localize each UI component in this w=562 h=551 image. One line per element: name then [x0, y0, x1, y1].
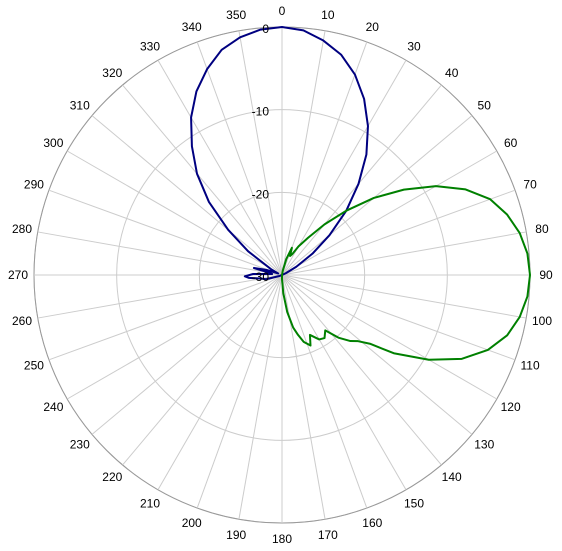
angle-tick-label: 50: [478, 98, 492, 112]
angle-tick-label: 80: [535, 222, 549, 236]
angular-grid-line: [37, 231, 283, 276]
angle-tick-label: 200: [182, 516, 202, 530]
angular-grid-line: [91, 115, 283, 276]
angular-grid-line: [281, 84, 442, 276]
axis-labels: 0 10 20 30 40 50 60 70 80 90 100 110 120 130 140 150 160…: [8, 4, 553, 546]
angle-tick-label: 260: [12, 314, 32, 328]
angular-grid-line: [281, 231, 527, 276]
series-line-1: [190, 26, 369, 281]
angle-tick-label: 90: [539, 268, 553, 282]
angular-grid-line: [281, 274, 442, 466]
plot-area: [190, 26, 531, 361]
angular-grid-line: [281, 115, 473, 276]
angle-tick-label: 60: [504, 136, 518, 150]
angle-tick-label: 340: [182, 20, 202, 34]
angle-tick-label: 230: [70, 438, 90, 452]
angular-grid-line: [281, 274, 527, 319]
angle-tick-label: 40: [445, 66, 459, 80]
angle-tick-label: 300: [43, 136, 63, 150]
angle-tick-label: 0: [279, 4, 286, 18]
angle-tick-label: 320: [102, 66, 122, 80]
series-line-2: [281, 185, 531, 361]
angular-grid-line: [157, 59, 283, 276]
angle-tick-label: 270: [8, 268, 28, 282]
angular-grid-line: [122, 274, 283, 466]
angular-grid-line: [238, 274, 283, 520]
angular-grid-line: [281, 274, 473, 435]
angle-tick-label: 350: [226, 8, 246, 22]
angular-grid-line: [37, 274, 283, 319]
angle-tick-label: 240: [43, 400, 63, 414]
angular-grid-line: [48, 274, 283, 361]
angle-tick-label: 130: [474, 438, 494, 452]
angle-tick-label: 290: [24, 178, 44, 192]
angle-tick-label: 160: [362, 516, 382, 530]
angle-tick-label: 20: [366, 20, 380, 34]
angle-tick-label: 110: [521, 358, 540, 372]
angular-grid-line: [196, 274, 283, 509]
angular-grid-line: [281, 30, 326, 276]
angle-tick-label: 30: [407, 39, 421, 53]
polar-grid: [33, 26, 531, 524]
angle-tick-label: 250: [24, 358, 44, 372]
angular-grid-line: [281, 150, 498, 276]
angular-grid-line: [66, 274, 283, 400]
angle-tick-label: 190: [226, 528, 246, 542]
angle-tick-label: 170: [318, 528, 338, 542]
angular-grid-line: [281, 274, 368, 509]
angular-grid-line: [91, 274, 283, 435]
angle-tick-label: 330: [140, 39, 160, 53]
angular-grid-line: [48, 189, 283, 276]
angle-tick-label: 70: [523, 178, 537, 192]
radial-tick-label: -20: [252, 187, 270, 201]
angle-tick-label: 150: [404, 497, 424, 511]
radial-tick-label: -10: [252, 105, 270, 119]
angular-grid-line: [281, 59, 407, 276]
angle-tick-label: 120: [501, 400, 521, 414]
angle-tick-label: 280: [12, 222, 32, 236]
angular-grid-line: [122, 84, 283, 276]
angular-grid-line: [281, 274, 516, 361]
angle-tick-label: 100: [532, 314, 552, 328]
radial-tick-label: -30: [252, 270, 270, 284]
angular-grid-line: [281, 41, 368, 276]
angle-tick-label: 310: [70, 98, 90, 112]
angle-tick-label: 180: [272, 532, 292, 546]
angular-grid-line: [281, 189, 516, 276]
angular-grid-line: [157, 274, 283, 491]
angle-tick-label: 10: [321, 8, 335, 22]
radial-tick-label: 0: [262, 22, 269, 36]
angular-grid-line: [66, 150, 283, 276]
angular-grid-line: [238, 30, 283, 276]
angular-grid-line: [281, 274, 407, 491]
angle-tick-label: 220: [102, 470, 122, 484]
angular-grid-line: [196, 41, 283, 276]
angle-tick-label: 210: [140, 497, 160, 511]
angle-tick-label: 140: [442, 470, 462, 484]
angular-grid-line: [281, 274, 498, 400]
